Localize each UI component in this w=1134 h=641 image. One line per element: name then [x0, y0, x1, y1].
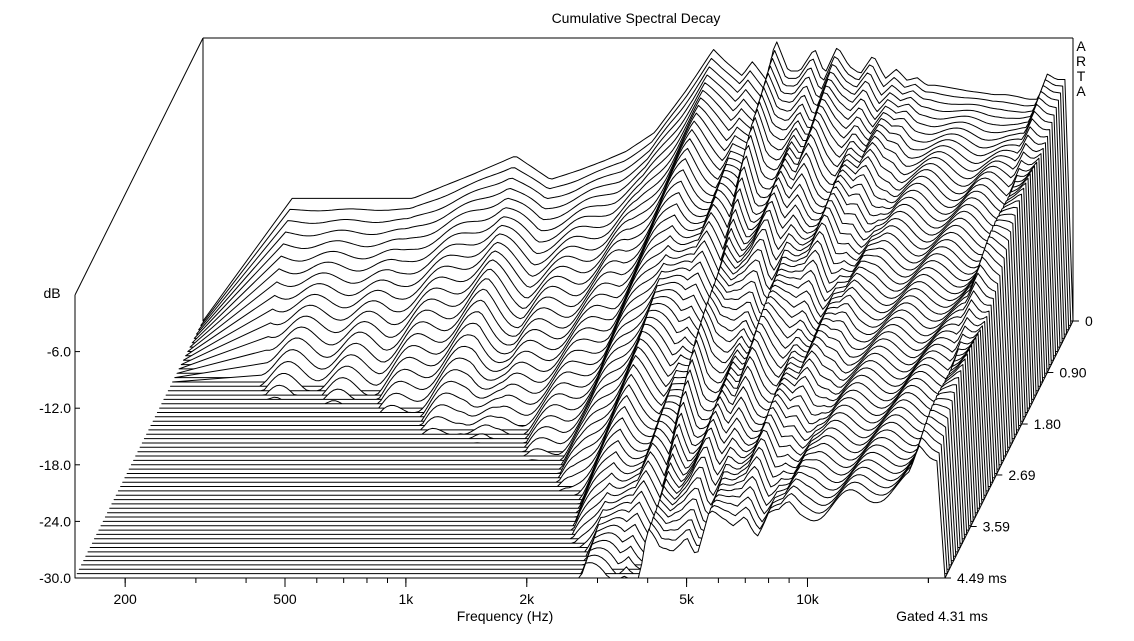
x-tick-label: 1k: [398, 591, 414, 607]
brand-letter: A: [1076, 38, 1086, 54]
x-tick-label: 10k: [796, 591, 820, 607]
z-tick-label: 3.59: [983, 518, 1010, 534]
brand-letter: A: [1076, 83, 1086, 99]
y-tick-label: -24.0: [39, 513, 71, 529]
x-tick-label: 200: [113, 591, 137, 607]
brand-letter: T: [1077, 68, 1086, 84]
y-tick-label: -6.0: [47, 344, 71, 360]
time-axis-line: [944, 320, 1074, 579]
top-left-diagonal: [74, 37, 204, 296]
z-tick-label: 1.80: [1034, 416, 1061, 432]
x-tick-label: 5k: [679, 591, 695, 607]
z-tick-label: 0: [1085, 313, 1093, 329]
chart-title: Cumulative Spectral Decay: [552, 10, 721, 26]
x-axis-title: Frequency (Hz): [457, 608, 553, 624]
axes: -6.0 -12.0 -18.0 -24.0 -30.0 200 500 1k 2k 5k 10k 0…: [39, 313, 1093, 607]
plot-frame: [74, 37, 1074, 579]
y-tick-label: -30.0: [39, 570, 71, 586]
y-tick-label: -18.0: [39, 457, 71, 473]
y-tick-label: -12.0: [39, 400, 71, 416]
z-tick-label: 4.49 ms: [957, 570, 1007, 586]
y-axis-title: dB: [43, 285, 60, 301]
z-tick-label: 0.90: [1059, 365, 1086, 381]
z-tick-label: 2.69: [1008, 467, 1035, 483]
brand-letter: R: [1076, 53, 1086, 69]
x-tick-label: 2k: [519, 591, 535, 607]
decay-slices: [74, 41, 1074, 579]
x-tick-label: 500: [273, 591, 297, 607]
gated-label: Gated 4.31 ms: [896, 608, 988, 624]
